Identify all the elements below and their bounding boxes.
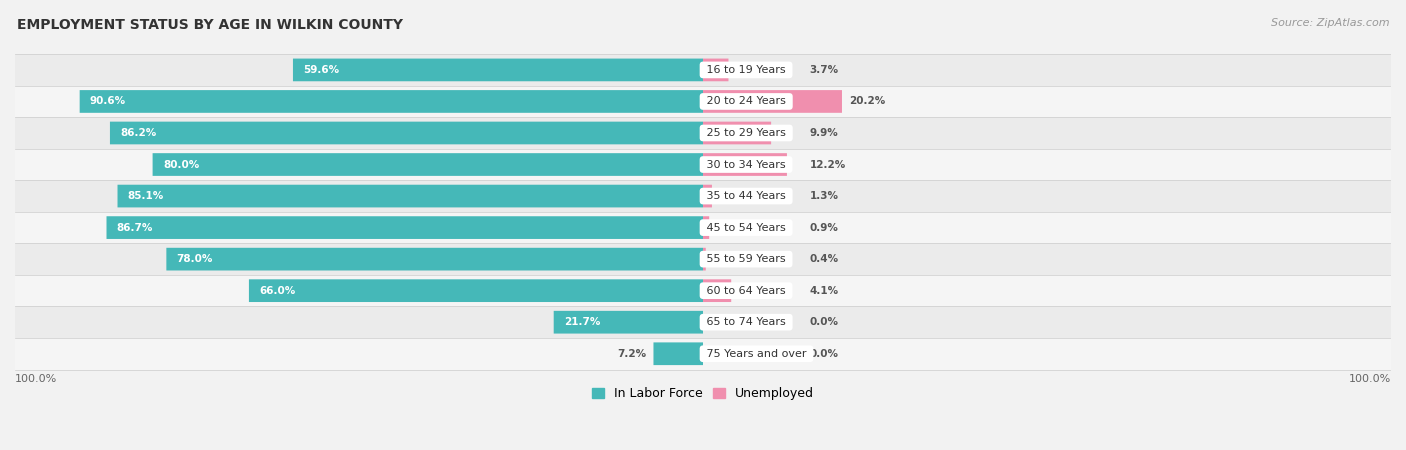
Text: 78.0%: 78.0% bbox=[177, 254, 214, 264]
Text: 65 to 74 Years: 65 to 74 Years bbox=[703, 317, 789, 327]
Bar bbox=[703, 184, 711, 207]
Text: 59.6%: 59.6% bbox=[304, 65, 339, 75]
Text: 25 to 29 Years: 25 to 29 Years bbox=[703, 128, 789, 138]
Bar bbox=[15, 338, 1391, 369]
Legend: In Labor Force, Unemployed: In Labor Force, Unemployed bbox=[586, 382, 820, 405]
Text: 7.2%: 7.2% bbox=[617, 349, 647, 359]
Bar bbox=[166, 248, 703, 270]
Bar bbox=[654, 342, 703, 365]
Text: 21.7%: 21.7% bbox=[564, 317, 600, 327]
Bar bbox=[15, 180, 1391, 212]
Bar bbox=[703, 279, 731, 302]
Bar bbox=[153, 153, 703, 176]
Bar bbox=[15, 243, 1391, 275]
Text: 0.4%: 0.4% bbox=[810, 254, 839, 264]
Text: 35 to 44 Years: 35 to 44 Years bbox=[703, 191, 789, 201]
Text: 0.0%: 0.0% bbox=[810, 317, 838, 327]
Text: 0.9%: 0.9% bbox=[810, 223, 838, 233]
Bar bbox=[110, 122, 703, 144]
Text: 12.2%: 12.2% bbox=[810, 160, 846, 170]
Text: 60 to 64 Years: 60 to 64 Years bbox=[703, 286, 789, 296]
Text: 90.6%: 90.6% bbox=[90, 96, 127, 107]
Text: 100.0%: 100.0% bbox=[1348, 374, 1391, 384]
Bar bbox=[15, 212, 1391, 243]
Bar bbox=[15, 275, 1391, 306]
Text: 0.0%: 0.0% bbox=[810, 349, 838, 359]
Bar bbox=[554, 311, 703, 333]
Text: 20.2%: 20.2% bbox=[849, 96, 886, 107]
Text: Source: ZipAtlas.com: Source: ZipAtlas.com bbox=[1271, 18, 1389, 28]
Text: 9.9%: 9.9% bbox=[810, 128, 838, 138]
Text: 55 to 59 Years: 55 to 59 Years bbox=[703, 254, 789, 264]
Bar bbox=[703, 90, 842, 113]
Text: 86.7%: 86.7% bbox=[117, 223, 153, 233]
Text: 4.1%: 4.1% bbox=[810, 286, 839, 296]
Text: 45 to 54 Years: 45 to 54 Years bbox=[703, 223, 789, 233]
Text: 30 to 34 Years: 30 to 34 Years bbox=[703, 160, 789, 170]
Bar bbox=[15, 86, 1391, 117]
Text: 100.0%: 100.0% bbox=[15, 374, 58, 384]
Bar bbox=[292, 58, 703, 81]
Text: 1.3%: 1.3% bbox=[810, 191, 838, 201]
Text: 86.2%: 86.2% bbox=[121, 128, 156, 138]
Bar bbox=[15, 149, 1391, 180]
Bar bbox=[703, 248, 706, 270]
Bar bbox=[15, 54, 1391, 86]
Text: 3.7%: 3.7% bbox=[810, 65, 839, 75]
Bar bbox=[107, 216, 703, 239]
Text: 80.0%: 80.0% bbox=[163, 160, 200, 170]
Bar bbox=[703, 216, 709, 239]
Text: 66.0%: 66.0% bbox=[259, 286, 295, 296]
Bar bbox=[703, 153, 787, 176]
Bar bbox=[15, 306, 1391, 338]
Bar bbox=[15, 117, 1391, 149]
Bar bbox=[703, 58, 728, 81]
Text: 85.1%: 85.1% bbox=[128, 191, 165, 201]
Bar bbox=[80, 90, 703, 113]
Bar bbox=[249, 279, 703, 302]
Bar bbox=[118, 184, 703, 207]
Bar bbox=[703, 122, 770, 144]
Text: 16 to 19 Years: 16 to 19 Years bbox=[703, 65, 789, 75]
Text: EMPLOYMENT STATUS BY AGE IN WILKIN COUNTY: EMPLOYMENT STATUS BY AGE IN WILKIN COUNT… bbox=[17, 18, 404, 32]
Text: 20 to 24 Years: 20 to 24 Years bbox=[703, 96, 789, 107]
Text: 75 Years and over: 75 Years and over bbox=[703, 349, 810, 359]
